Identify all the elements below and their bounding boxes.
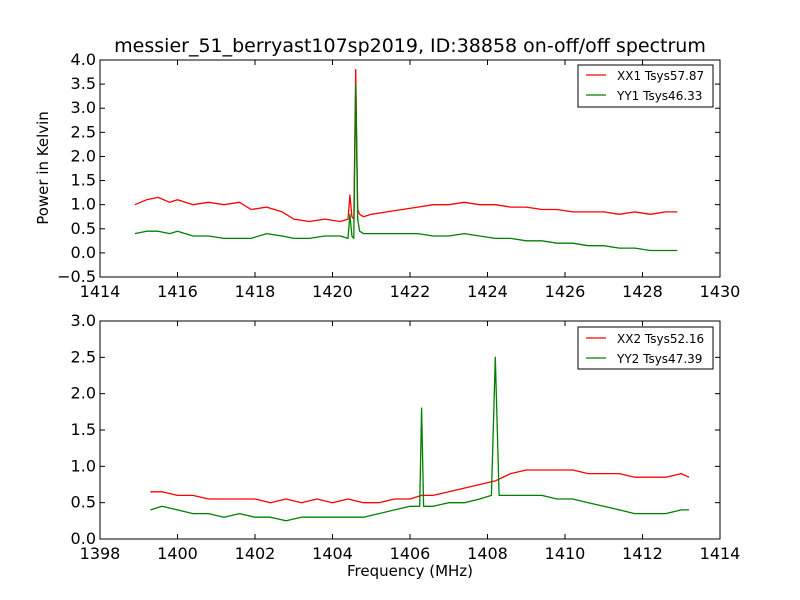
top-legend-label-xx1: XX1 Tsys57.87 (617, 69, 704, 83)
bottom-series-yy-line (150, 356, 689, 522)
top-y-tick-label: 2.0 (71, 146, 96, 165)
top-x-tick-label: 1416 (157, 282, 198, 301)
bottom-x-tick-label: 1402 (235, 544, 276, 563)
bottom-x-tick-label: 1412 (622, 544, 663, 563)
top-x-tick-label: 1430 (700, 282, 741, 301)
bottom-x-tick-label: 1408 (467, 544, 508, 563)
top-series-yy-line (134, 83, 678, 252)
bottom-legend-label-yy2: YY2 Tsys47.39 (616, 352, 702, 366)
top-y-tick-label: 0.5 (71, 219, 96, 238)
top-x-tick-label: 1414 (80, 282, 121, 301)
bottom-y-tick-label: 1.5 (71, 420, 96, 439)
bottom-x-tick-label: 1398 (80, 544, 121, 563)
top-x-tick-label: 1418 (235, 282, 276, 301)
bottom-legend: XX2 Tsys52.16 YY2 Tsys47.39 (577, 326, 714, 370)
top-y-tick-label: 4.0 (71, 50, 96, 69)
top-legend-label-yy1: YY1 Tsys46.33 (616, 89, 702, 103)
bottom-plot-frame (99, 320, 721, 540)
top-y-tick-label: 1.0 (71, 195, 96, 214)
bottom-legend-label-xx2: XX2 Tsys52.16 (617, 332, 704, 346)
top-lines (134, 68, 678, 252)
bottom-series-xx-line (150, 469, 690, 504)
top-series-xx-line (134, 68, 678, 223)
bottom-y-tick-label: 0.5 (71, 493, 96, 512)
top-y-tick-label: 3.0 (71, 98, 96, 117)
top-y-axis-label: Power in Kelvin (34, 111, 52, 225)
bottom-x-tick-label: 1414 (700, 544, 741, 563)
bottom-legend-box (577, 326, 714, 370)
bottom-y-tick-label: 0.0 (71, 529, 96, 548)
chart-title: messier_51_berryast107sp2019, ID:38858 o… (114, 35, 706, 57)
top-x-tick-label: 1426 (545, 282, 586, 301)
bottom-lines (150, 356, 690, 522)
bottom-ticks: 1398 1400 1402 1404 1406 1408 1410 1412 1414 0.0 0… (71, 311, 741, 563)
bottom-y-tick-label: 1.0 (71, 456, 96, 475)
bottom-x-axis-label: Frequency (MHz) (347, 562, 473, 580)
top-x-tick-label: 1420 (312, 282, 353, 301)
bottom-x-tick-label: 1406 (390, 544, 431, 563)
bottom-x-tick-label: 1400 (157, 544, 198, 563)
bottom-panel: 1398 1400 1402 1404 1406 1408 1410 1412 1414 0.0 0… (71, 311, 741, 580)
top-y-tick-label: 0.0 (71, 243, 96, 262)
bottom-x-tick-label: 1410 (545, 544, 586, 563)
bottom-y-tick-label: 2.0 (71, 384, 96, 403)
top-x-tick-label: 1428 (622, 282, 663, 301)
bottom-x-tick-label: 1404 (312, 544, 353, 563)
top-y-tick-label: −0.5 (57, 267, 96, 286)
top-panel: 1414 1416 1418 1420 1422 1424 1426 1428 1430 −0.5… (34, 50, 740, 301)
top-legend: XX1 Tsys57.87 YY1 Tsys46.33 (577, 64, 714, 108)
top-y-tick-label: 3.5 (71, 74, 96, 93)
top-ticks: 1414 1416 1418 1420 1422 1424 1426 1428 1430 −0.5… (57, 50, 740, 301)
top-x-tick-label: 1424 (467, 282, 508, 301)
top-y-tick-label: 1.5 (71, 171, 96, 190)
bottom-y-tick-label: 2.5 (71, 347, 96, 366)
bottom-y-tick-label: 3.0 (71, 311, 96, 330)
top-legend-box (577, 64, 714, 108)
top-plot-frame (99, 59, 721, 278)
top-x-tick-label: 1422 (390, 282, 431, 301)
top-y-tick-label: 2.5 (71, 122, 96, 141)
